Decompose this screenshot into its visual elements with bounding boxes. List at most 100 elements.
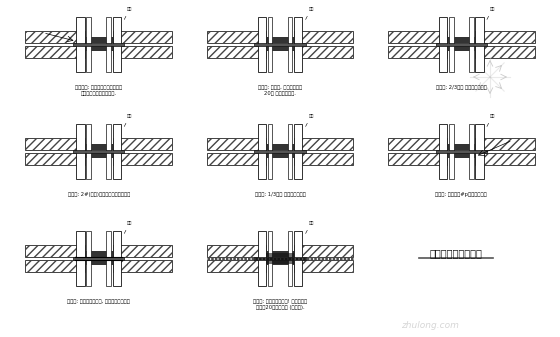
Bar <box>294 245 353 257</box>
Bar <box>388 46 447 58</box>
Bar <box>469 124 474 179</box>
Bar <box>294 46 353 58</box>
Bar <box>73 43 124 46</box>
Bar <box>439 124 447 179</box>
Text: 防范图: 外套管点焊水成, 双侧抹灰处理法示: 防范图: 外套管点焊水成, 双侧抹灰处理法示 <box>67 299 130 304</box>
Bar <box>294 17 302 72</box>
Bar <box>207 260 266 272</box>
Bar <box>447 153 475 158</box>
Bar <box>447 144 475 150</box>
Bar <box>207 46 266 58</box>
Bar <box>207 138 266 150</box>
Bar <box>254 150 306 153</box>
Text: 方一做法: 套管应在墙内预埋时防
水处理采用石棉水泥捻口.: 方一做法: 套管应在墙内预埋时防 水处理采用石棉水泥捻口. <box>75 85 122 96</box>
Bar <box>207 245 266 257</box>
Bar <box>25 31 85 43</box>
Bar <box>113 31 172 43</box>
Bar <box>25 260 85 272</box>
Bar <box>436 43 487 46</box>
Bar <box>258 231 266 286</box>
Bar <box>85 260 113 265</box>
Bar <box>287 124 292 179</box>
Bar <box>86 17 91 72</box>
Text: 套管: 套管 <box>487 7 495 20</box>
Bar <box>266 253 294 264</box>
Bar <box>294 138 353 150</box>
Bar <box>388 31 447 43</box>
Bar <box>268 124 273 179</box>
Bar <box>388 153 447 165</box>
Bar <box>294 138 353 150</box>
Bar <box>447 46 475 51</box>
Bar <box>25 138 85 150</box>
Bar <box>86 231 91 286</box>
Bar <box>73 257 124 260</box>
Text: 防范图: 套管穿楼板平了! 套管内填充
密实和20厚成形处理 (不做处).: 防范图: 套管穿楼板平了! 套管内填充 密实和20厚成形处理 (不做处). <box>253 299 307 310</box>
Bar <box>254 257 306 260</box>
Text: 套管: 套管 <box>124 114 132 126</box>
Bar <box>268 17 273 72</box>
Text: 套管: 套管 <box>306 114 314 126</box>
Bar <box>475 153 535 165</box>
Bar <box>258 124 266 179</box>
Bar <box>449 124 454 179</box>
Bar <box>85 46 113 51</box>
Bar <box>207 245 266 257</box>
Text: 套管: 套管 <box>306 221 314 234</box>
Bar <box>76 17 85 72</box>
Bar <box>287 231 292 286</box>
Bar <box>475 46 535 58</box>
Bar <box>268 231 273 286</box>
Bar <box>207 260 266 272</box>
Bar <box>388 31 447 43</box>
Bar <box>113 46 172 58</box>
Bar <box>254 43 306 46</box>
Bar <box>475 138 535 150</box>
Bar <box>113 231 121 286</box>
Bar <box>388 138 447 150</box>
Bar <box>25 153 85 165</box>
Bar <box>85 251 113 257</box>
Text: 套管: 套管 <box>306 7 314 20</box>
Bar <box>207 153 266 165</box>
Bar <box>113 245 172 257</box>
Bar <box>258 17 266 72</box>
Bar <box>266 37 294 43</box>
Bar <box>475 124 484 179</box>
Bar <box>266 46 294 51</box>
Bar <box>294 231 302 286</box>
Bar <box>475 31 535 43</box>
Bar <box>207 153 266 165</box>
Bar <box>439 17 447 72</box>
Bar <box>207 31 266 43</box>
Text: 套管: 套管 <box>124 221 132 234</box>
Text: 套管: 套管 <box>487 114 495 126</box>
Bar <box>294 31 353 43</box>
Text: 方法二: 元宝型, 套管两侧填充
20厚 石棉水泥捻口.: 方法二: 元宝型, 套管两侧填充 20厚 石棉水泥捻口. <box>258 85 302 96</box>
Bar <box>85 144 113 150</box>
Bar <box>106 17 111 72</box>
Bar <box>475 138 535 150</box>
Bar <box>294 153 353 165</box>
Bar <box>436 150 487 153</box>
Text: 方法三: 2/3管径 套管埋设法实示: 方法三: 2/3管径 套管埋设法实示 <box>436 85 487 90</box>
Bar <box>25 245 85 257</box>
Bar <box>294 46 353 58</box>
Bar <box>266 144 294 150</box>
Bar <box>294 260 353 272</box>
Bar <box>388 153 447 165</box>
Bar <box>388 46 447 58</box>
Text: 防范图: 套管里管#p水泥嵌缝法示: 防范图: 套管里管#p水泥嵌缝法示 <box>436 191 487 196</box>
Text: 套管: 套管 <box>124 7 132 20</box>
Bar <box>76 124 85 179</box>
Bar <box>294 245 353 257</box>
Bar <box>294 124 302 179</box>
Text: 管道防渗漏施工方案: 管道防渗漏施工方案 <box>430 248 483 258</box>
Bar <box>113 153 172 165</box>
Bar <box>449 17 454 72</box>
Bar <box>106 231 111 286</box>
Bar <box>25 46 85 58</box>
Bar <box>207 138 266 150</box>
Bar <box>25 153 85 165</box>
Text: 防范图: 2#(衬管)水泥嵌缝塞满高度要求: 防范图: 2#(衬管)水泥嵌缝塞满高度要求 <box>68 191 130 196</box>
